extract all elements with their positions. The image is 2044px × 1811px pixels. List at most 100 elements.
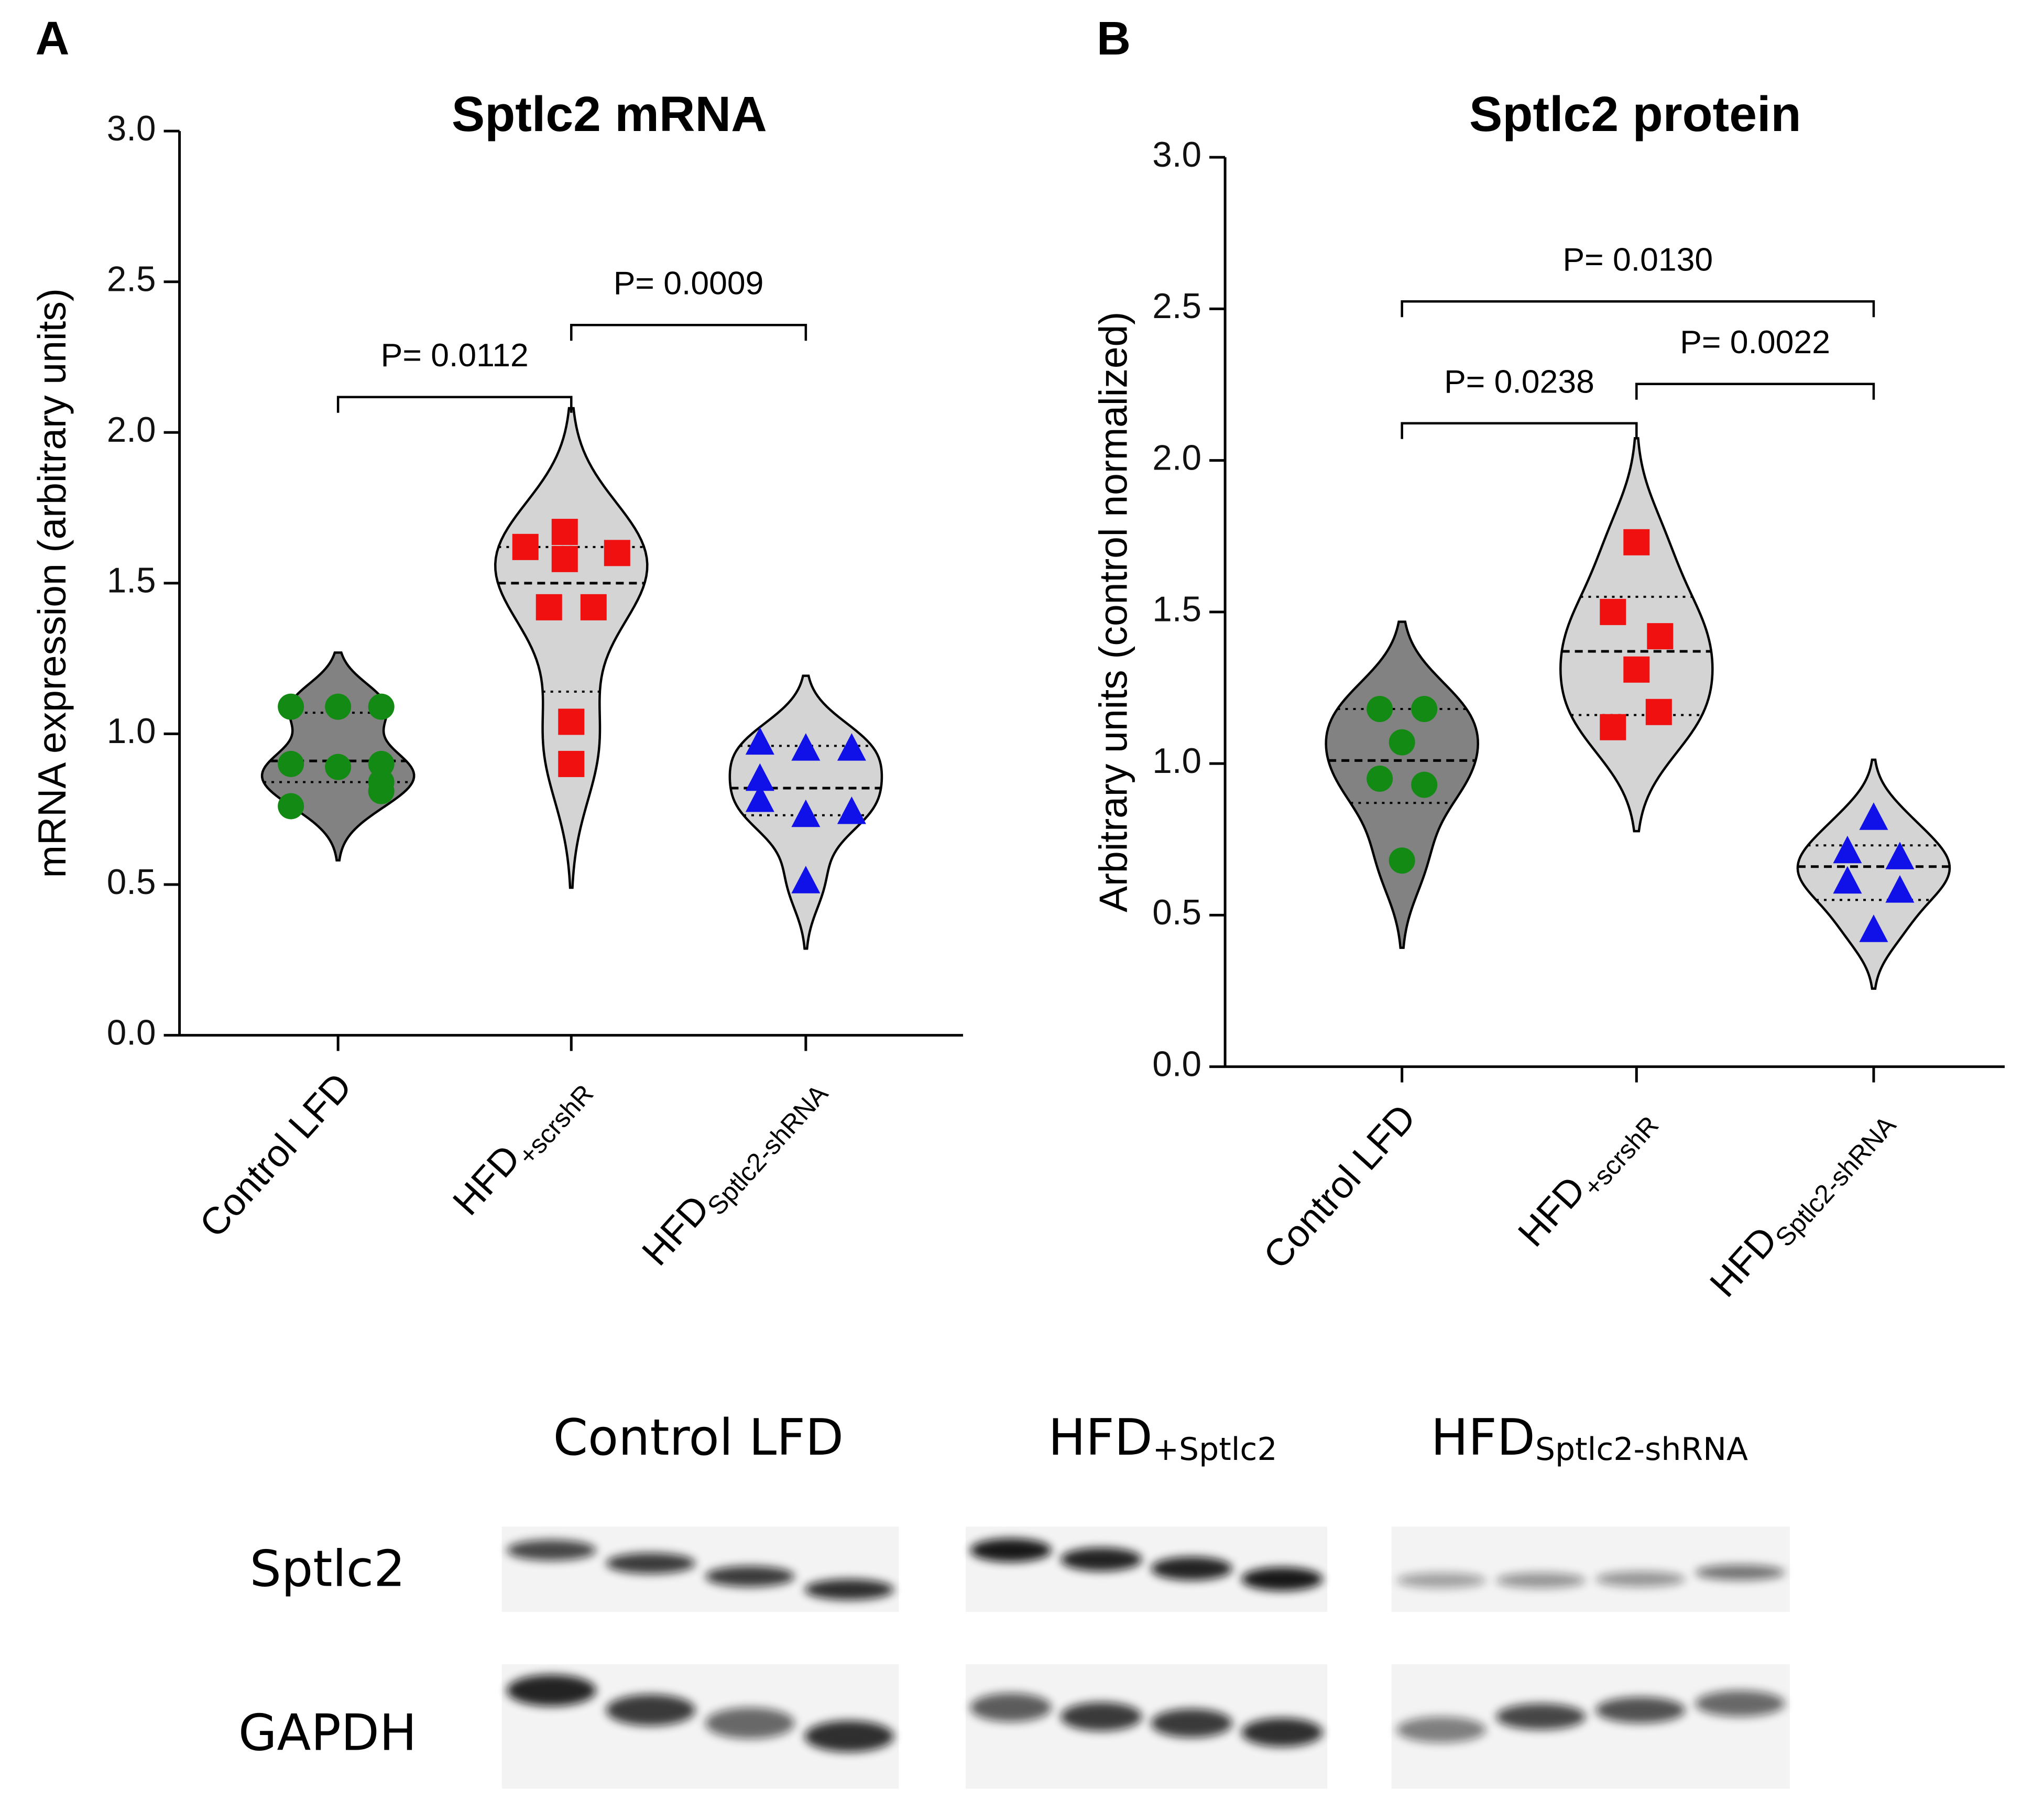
panel-letter: B [1097,13,1131,65]
data-point [791,799,821,827]
blot-band [1695,1564,1785,1580]
blot-band [1595,1697,1686,1723]
category-subscript: Sptlc2-shRNA [702,1078,834,1220]
p-value-label: P= 0.0112 [381,337,529,374]
data-point [1645,699,1672,725]
lane-main: HFD [1048,1409,1153,1467]
blot-band [1396,1716,1486,1743]
data-point [745,727,774,755]
y-tick-label: 2.0 [1152,438,1201,477]
data-point [278,693,304,720]
data-point [535,594,562,620]
y-tick-label: 0.5 [1152,893,1201,932]
y-tick-label: 2.0 [107,410,156,450]
data-point [791,866,821,893]
data-point [1885,875,1915,903]
data-point [278,793,304,820]
p-value-label: P= 0.0130 [1562,242,1713,278]
y-tick-label: 1.0 [107,712,156,751]
data-point [837,733,866,761]
blot-row-label: Sptlc2 [250,1541,406,1598]
x-tick-label: Control LFD [1255,1096,1424,1277]
data-point [1859,914,1888,942]
blot-band [804,1720,894,1752]
y-tick-label: 1.0 [1152,741,1201,781]
y-tick-label: 1.5 [107,561,156,601]
blot-band [1151,1708,1232,1738]
p-value-label: P= 0.0022 [1680,324,1830,361]
category-subscript: +scrshR [1578,1110,1664,1202]
data-point [1389,847,1415,874]
blot-band [705,1707,795,1739]
y-axis-label: Arbitrary units (control normalized) [1091,312,1135,912]
data-point [278,750,304,777]
data-point [1833,835,1862,864]
data-point [1367,695,1393,722]
data-point [604,540,630,566]
data-point [580,594,607,620]
data-point [1389,729,1415,756]
violin [1796,758,1951,990]
data-point [558,750,585,777]
blot-band [1241,1567,1323,1591]
data-point [1859,802,1888,830]
data-point [558,708,585,735]
y-tick-label: 1.5 [1152,590,1201,629]
data-point [1367,766,1393,792]
y-tick-label: 0.0 [107,1013,156,1052]
data-point [837,796,866,824]
blot-row-label: GAPDH [238,1704,417,1762]
chart-title: Sptlc2 mRNA [452,86,767,142]
data-point [1833,866,1862,894]
y-tick-label: 0.5 [107,863,156,902]
significance-bracket [570,323,807,341]
y-tick-label: 2.5 [1152,287,1201,326]
data-point [1647,623,1674,650]
blot-band [1241,1718,1323,1747]
blot-band [606,1553,696,1574]
data-point [1600,598,1626,625]
y-tick-label: 3.0 [1152,135,1201,174]
p-value-label: P= 0.0009 [614,265,764,302]
violin [1559,437,1714,833]
data-point [368,750,395,777]
category-main: Control LFD [191,1065,360,1246]
blot-lane-label: HFDSptlc2-shRNA [1431,1409,1748,1468]
data-point [368,693,395,720]
violin [494,407,649,889]
category-subscript: Sptlc2-shRNA [1769,1110,1901,1252]
data-point [325,754,352,780]
x-tick-label: HFD+scrshR [1510,1096,1665,1260]
blot-band [1496,1703,1586,1730]
blot-band [1595,1571,1686,1587]
data-point [325,693,352,720]
blot-band [705,1566,795,1587]
category-subscript: +scrshR [512,1079,599,1171]
lane-subscript: +Sptlc2 [1153,1431,1277,1468]
blot-band [804,1579,894,1600]
blot-lane-label: HFD+Sptlc2 [1048,1409,1277,1468]
panel-letter: A [36,13,70,65]
data-point [1623,656,1650,683]
blot-lane-label: Control LFD [553,1409,844,1467]
significance-bracket [336,396,573,413]
data-point [1411,695,1438,722]
y-tick-label: 3.0 [107,109,156,148]
blot-band [606,1694,696,1726]
x-tick-label: HFDSptlc2-shRNA [1702,1096,1902,1311]
data-point [551,519,578,546]
data-point [745,784,774,812]
category-main: Control LFD [1255,1096,1424,1277]
lane-main: HFD [1431,1409,1535,1467]
p-value-label: P= 0.0238 [1444,363,1594,400]
violin [1325,620,1479,949]
data-point [1623,529,1650,555]
blot-band [1151,1556,1232,1580]
significance-bracket [1401,422,1638,439]
blot-band [1061,1702,1142,1731]
y-tick-label: 2.5 [107,260,156,299]
blot-band [507,1674,596,1706]
chart-title: Sptlc2 protein [1469,86,1801,142]
y-axis-label: mRNA expression (arbitrary units) [30,288,74,878]
